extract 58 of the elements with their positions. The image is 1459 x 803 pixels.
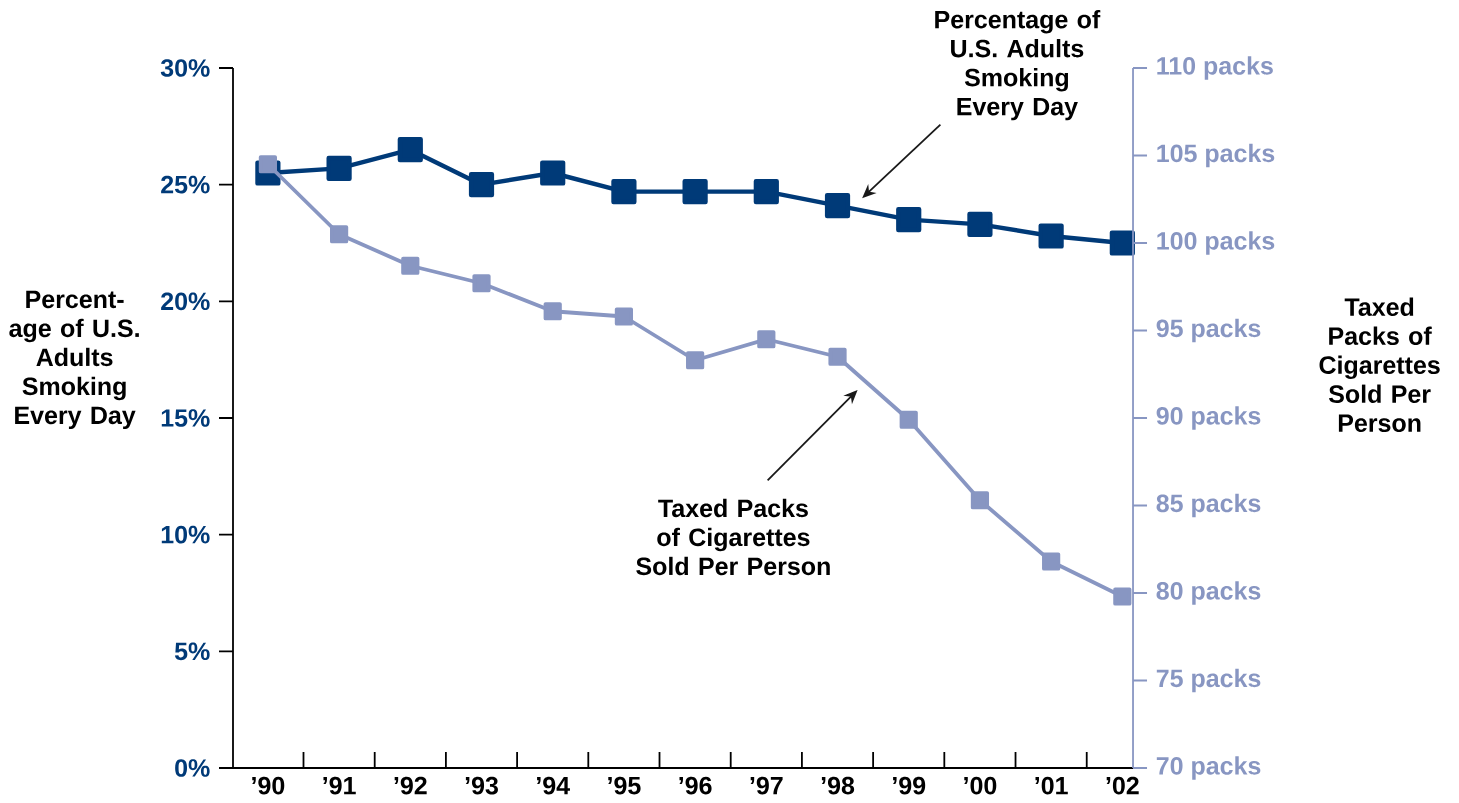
y2-tick-label: 85 packs	[1156, 493, 1261, 518]
x-tick-label: ’00	[964, 776, 997, 795]
y-axis-title: Percent-age of U.S. Adults Smoking Every Day	[9, 290, 139, 430]
y2-tick-label: 70 packs	[1156, 756, 1261, 780]
point	[686, 351, 705, 370]
point	[967, 211, 993, 237]
x-tick-label: ’92	[394, 776, 427, 795]
y2-tick-label: 110 packs	[1157, 56, 1273, 80]
x-tick-label: ’97	[750, 776, 783, 795]
x-tick-label: ’96	[679, 776, 712, 795]
point	[824, 193, 851, 219]
y2-axis-title: Taxed Packs of Cigarettes Sold Per Person	[1319, 297, 1440, 432]
y-tick-label: 30%	[160, 59, 210, 77]
point	[611, 179, 637, 205]
point	[682, 179, 708, 205]
point	[614, 307, 634, 326]
point	[472, 274, 491, 293]
point	[258, 155, 277, 174]
point	[757, 330, 776, 349]
annotation: Percentage of U.S. Adults Smoking Every Day	[935, 10, 1101, 121]
point	[401, 256, 420, 275]
x-tick-label: ’90	[252, 776, 285, 795]
y2-tick-label: 75 packs	[1156, 668, 1261, 693]
x-tick-label: ’01	[1035, 776, 1068, 795]
y2-tick-label: 100 packs	[1157, 231, 1275, 255]
y-tick-label: 20%	[161, 292, 210, 311]
point	[1113, 587, 1132, 606]
point	[753, 179, 779, 205]
x-tick-label: ’91	[323, 776, 356, 795]
y-tick-label: 25%	[161, 175, 210, 194]
y2-tick-label: 105 packs	[1157, 143, 1275, 168]
point	[326, 155, 352, 181]
point	[397, 137, 423, 163]
point	[1038, 223, 1064, 249]
y2-tick-label: 95 packs	[1156, 318, 1261, 343]
point	[330, 225, 349, 244]
y2-tick-label: 80 packs	[1156, 581, 1261, 605]
point	[899, 410, 918, 429]
point	[828, 347, 847, 366]
x-tick-label: ’95	[608, 776, 641, 795]
point	[468, 172, 495, 198]
y-tick-label: 15%	[161, 409, 210, 427]
annotation: Taxed Packs of Cigarettes Sold Per Person	[636, 498, 830, 576]
point	[543, 302, 562, 321]
y-tick-label: 10%	[161, 525, 210, 544]
y2-tick-label: 90 packs	[1156, 406, 1261, 430]
x-tick-label: ’02	[1106, 776, 1139, 795]
point	[540, 160, 566, 186]
point	[1109, 230, 1135, 256]
x-tick-label: ’98	[821, 776, 855, 795]
x-tick-label: ’93	[465, 776, 498, 795]
x-tick-label: ’99	[893, 776, 926, 795]
point	[970, 491, 990, 510]
y-tick-label: 0%	[175, 759, 210, 777]
x-tick-label: ’94	[537, 776, 570, 795]
point	[1042, 552, 1061, 571]
y-tick-label: 5%	[174, 642, 210, 661]
point	[896, 207, 922, 233]
